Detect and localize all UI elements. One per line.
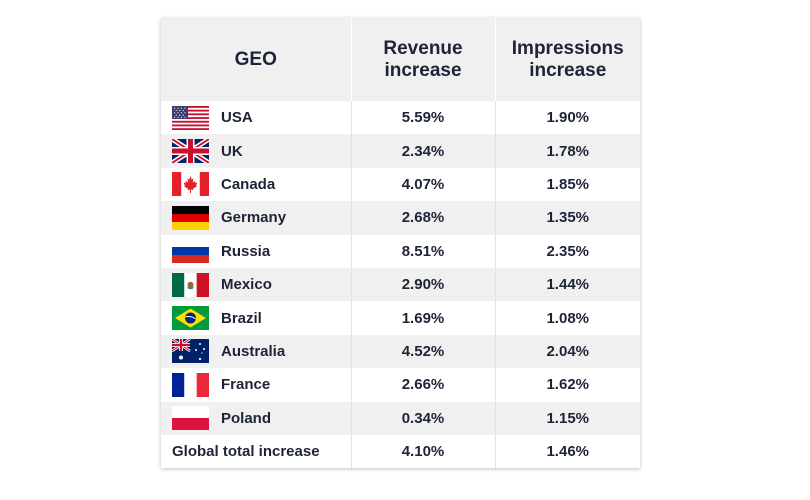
- country-name: USA: [221, 109, 253, 127]
- table-row: Poland 0.34% 1.15%: [161, 401, 640, 435]
- impressions-value: 2.04%: [495, 334, 640, 369]
- table-row: Australia 4.52% 2.04%: [161, 334, 640, 369]
- table-row: Mexico 2.90% 1.44%: [161, 267, 640, 302]
- header-geo: GEO: [161, 18, 352, 101]
- impressions-value: 2.35%: [495, 234, 640, 268]
- table-row: Canada 4.07% 1.85%: [161, 167, 640, 202]
- table-row: UK 2.34% 1.78%: [161, 134, 640, 168]
- revenue-value: 1.69%: [351, 301, 496, 335]
- germany-flag-icon: [172, 205, 209, 230]
- france-flag-icon: [172, 372, 209, 397]
- table-row: Brazil 1.69% 1.08%: [161, 301, 640, 335]
- impressions-value: 1.62%: [495, 368, 640, 402]
- country-name: Germany: [221, 209, 287, 227]
- brazil-flag-icon: [172, 306, 209, 331]
- impressions-value: 1.08%: [495, 301, 640, 335]
- revenue-value: 0.34%: [351, 401, 496, 435]
- uk-flag-icon: [172, 139, 209, 164]
- revenue-value: 2.90%: [351, 267, 496, 302]
- impressions-value: 1.85%: [495, 167, 640, 202]
- country-name: Poland: [221, 409, 272, 427]
- country-name: UK: [221, 142, 243, 160]
- revenue-value: 4.07%: [351, 167, 496, 202]
- revenue-value: 5.59%: [351, 101, 496, 135]
- revenue-value: 8.51%: [351, 234, 496, 268]
- australia-flag-icon: [172, 339, 209, 364]
- mexico-flag-icon: [172, 272, 209, 297]
- impressions-value: 1.44%: [495, 267, 640, 302]
- total-label: Global total increase: [172, 443, 320, 461]
- table-row: France 2.66% 1.62%: [161, 368, 640, 402]
- table-row: Russia 8.51% 2.35%: [161, 234, 640, 268]
- impressions-value: 1.15%: [495, 401, 640, 435]
- table-row: USA 5.59% 1.90%: [161, 101, 640, 135]
- impressions-value: 1.90%: [495, 101, 640, 135]
- usa-flag-icon: [172, 105, 209, 130]
- country-name: Mexico: [221, 276, 272, 294]
- country-name: Australia: [221, 342, 286, 360]
- country-name: Canada: [221, 175, 276, 193]
- table-row: Germany 2.68% 1.35%: [161, 201, 640, 235]
- impressions-value: 1.78%: [495, 134, 640, 168]
- total-revenue-value: 4.10%: [351, 434, 496, 469]
- revenue-value: 2.66%: [351, 368, 496, 402]
- impressions-value: 1.35%: [495, 201, 640, 235]
- total-row: Global total increase 4.10% 1.46%: [161, 434, 640, 469]
- revenue-value: 2.68%: [351, 201, 496, 235]
- revenue-value: 4.52%: [351, 334, 496, 369]
- total-impressions-value: 1.46%: [495, 434, 640, 469]
- header-row: GEO Revenue increase Impressions increase: [161, 18, 640, 101]
- poland-flag-icon: [172, 406, 209, 431]
- geo-stats-table: GEO Revenue increase Impressions increase: [161, 18, 640, 469]
- revenue-value: 2.34%: [351, 134, 496, 168]
- header-revenue: Revenue increase: [351, 18, 496, 101]
- country-name: Brazil: [221, 309, 262, 327]
- russia-flag-icon: [172, 239, 209, 264]
- country-name: France: [221, 376, 271, 394]
- country-name: Russia: [221, 242, 271, 260]
- canada-flag-icon: [172, 172, 209, 197]
- header-impressions: Impressions increase: [495, 18, 640, 101]
